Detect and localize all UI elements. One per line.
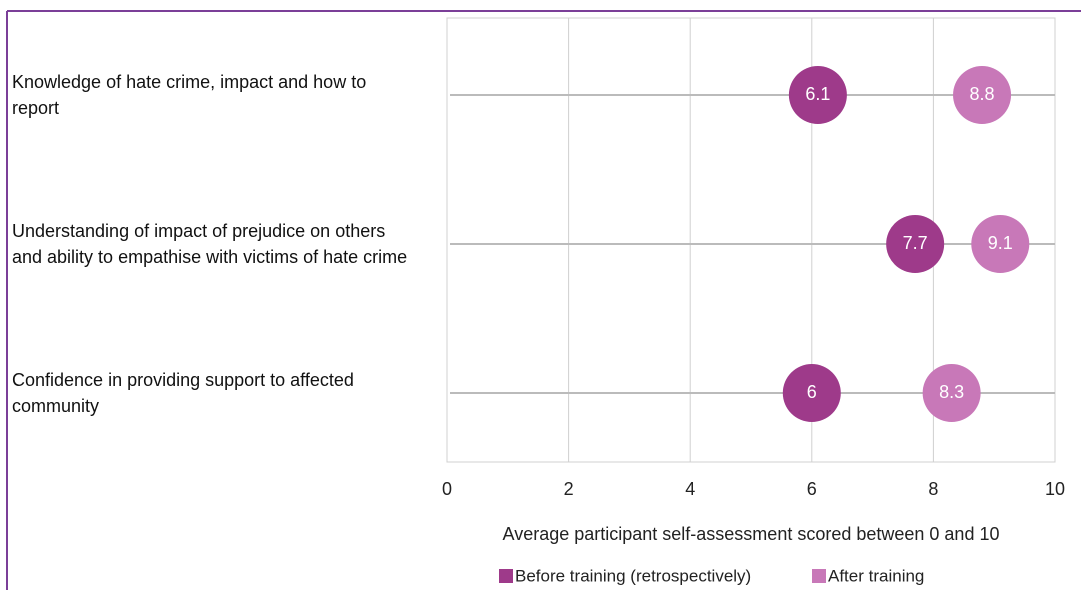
data-label: 6.1 <box>805 84 830 104</box>
dot <box>782 364 841 422</box>
dot <box>788 66 847 124</box>
dot <box>953 66 1012 124</box>
x-tick-label: 0 <box>442 479 452 499</box>
data-label: 8.8 <box>970 84 995 104</box>
x-tick-label: 2 <box>564 479 574 499</box>
category-label: Understanding of impact of prejudice on … <box>12 221 408 267</box>
legend-swatch <box>499 569 513 583</box>
data-label: 6 <box>807 382 817 402</box>
x-tick-label: 10 <box>1045 479 1065 499</box>
legend-label: Before training (retrospectively) <box>515 566 751 585</box>
category-label: Knowledge of hate crime, impact and how … <box>12 72 367 118</box>
data-label: 9.1 <box>988 233 1013 253</box>
legend-swatch <box>812 569 826 583</box>
x-axis-label: Average participant self-assessment scor… <box>503 524 1000 544</box>
x-tick-label: 4 <box>685 479 695 499</box>
legend-label: After training <box>828 566 924 585</box>
category-label: Confidence in providing support to affec… <box>12 370 354 416</box>
x-tick-label: 6 <box>807 479 817 499</box>
x-tick-label: 8 <box>928 479 938 499</box>
dot <box>971 215 1030 273</box>
dot <box>922 364 981 422</box>
data-label: 8.3 <box>939 382 964 402</box>
dot <box>886 215 945 273</box>
data-label: 7.7 <box>903 233 928 253</box>
